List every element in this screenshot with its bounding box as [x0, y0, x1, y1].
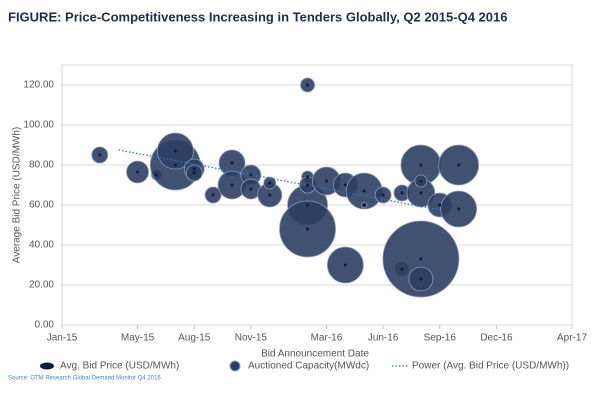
point: [249, 187, 253, 191]
point: [230, 183, 234, 187]
point: [381, 193, 385, 197]
point: [230, 161, 234, 165]
x-tick-label: Apr-17: [557, 333, 587, 344]
point: [306, 227, 310, 231]
x-tick-label: Mar-16: [311, 333, 343, 344]
point: [306, 203, 310, 207]
point: [98, 153, 102, 157]
point: [419, 179, 423, 183]
y-tick-label: 0.00: [35, 320, 55, 331]
y-tick-label: 80.00: [29, 160, 54, 171]
x-axis-title: Bid Announcement Date: [261, 349, 369, 360]
point: [324, 179, 328, 183]
point: [400, 191, 404, 195]
point: [306, 83, 310, 87]
x-tick-label: May-15: [121, 333, 155, 344]
legend-marker: [229, 360, 241, 372]
point: [192, 171, 196, 175]
point: [362, 189, 366, 193]
point: [249, 173, 253, 177]
point: [211, 193, 215, 197]
legend-label: Avg. Bid Price (USD/MWh): [60, 361, 179, 372]
point: [362, 203, 366, 207]
y-tick-label: 120.00: [23, 80, 54, 91]
y-axis-title: Average Bid Price (USD/MWh): [12, 127, 23, 264]
point: [419, 277, 423, 281]
point: [173, 149, 177, 153]
point: [192, 167, 196, 171]
point: [419, 163, 423, 167]
y-tick-label: 40.00: [29, 240, 54, 251]
point: [136, 170, 140, 174]
source: Source: GTM Research Global Demand Monit…: [8, 376, 161, 382]
point: [343, 183, 347, 187]
point: [306, 183, 310, 187]
x-tick-label: Sep-16: [424, 333, 457, 344]
legend-label: Auctioned Capacity(MWdc): [248, 361, 369, 372]
point: [268, 193, 272, 197]
point: [419, 191, 423, 195]
point: [154, 173, 158, 177]
y-tick-label: 100.00: [23, 120, 54, 131]
x-tick-label: Dec-16: [480, 333, 513, 344]
point: [306, 175, 310, 179]
legend-marker: [40, 362, 54, 370]
y-tick-label: 20.00: [29, 280, 54, 291]
point: [400, 267, 404, 271]
point: [457, 207, 461, 211]
point: [419, 257, 423, 261]
x-tick-label: Jan-15: [47, 333, 78, 344]
chart-title: FIGURE: Price-Competitiveness Increasing…: [8, 9, 507, 24]
x-tick-label: Jun-16: [368, 333, 399, 344]
x-tick-label: Aug-15: [178, 333, 211, 344]
point: [268, 181, 272, 185]
y-tick-label: 60.00: [29, 200, 54, 211]
point: [173, 163, 177, 167]
x-tick-label: Nov-15: [235, 333, 268, 344]
point: [343, 263, 347, 267]
point: [438, 203, 442, 207]
legend-label: Power (Avg. Bid Price (USD/MWh)): [412, 361, 569, 372]
point: [457, 163, 461, 167]
